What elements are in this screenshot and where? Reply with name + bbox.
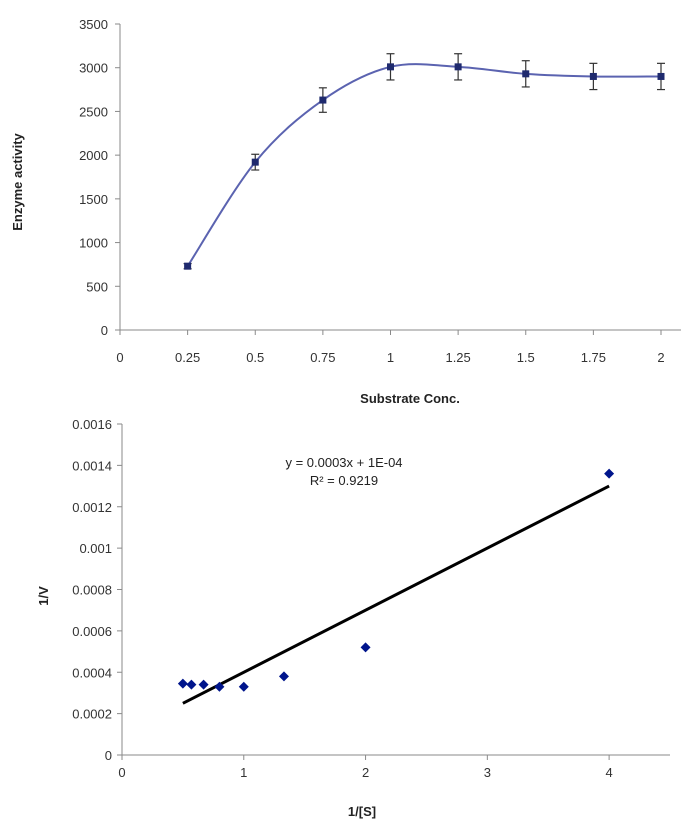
data-point	[198, 679, 209, 690]
y-tick-label: 0.0008	[72, 583, 112, 598]
y-tick-label: 0.0012	[72, 500, 112, 515]
y-tick-label: 0.0004	[72, 665, 112, 680]
data-point	[214, 681, 225, 692]
x-axis-title: 1/[S]	[348, 804, 376, 819]
x-tick-label: 0	[118, 765, 125, 780]
y-tick-label: 0.0002	[72, 707, 112, 722]
x-tick-label: 1.25	[445, 350, 470, 365]
data-point	[238, 681, 249, 692]
x-axis-title: Substrate Conc.	[360, 391, 460, 406]
data-point	[522, 70, 530, 78]
y-tick-label: 2500	[79, 104, 108, 119]
y-tick-label: 500	[86, 279, 108, 294]
y-axis-title: Enzyme activity	[10, 132, 25, 230]
y-tick-label: 0.0016	[72, 417, 112, 432]
data-point	[184, 262, 192, 270]
y-axis-title: 1/V	[36, 586, 51, 606]
data-point	[454, 63, 462, 71]
trendline-equation: y = 0.0003x + 1E-04	[285, 455, 402, 470]
y-tick-label: 1500	[79, 192, 108, 207]
x-tick-label: 3	[484, 765, 491, 780]
x-tick-label: 0.75	[310, 350, 335, 365]
y-tick-label: 0.0014	[72, 458, 112, 473]
data-point	[319, 96, 327, 104]
x-tick-label: 0.25	[175, 350, 200, 365]
x-tick-label: 2	[362, 765, 369, 780]
x-tick-label: 1.75	[581, 350, 606, 365]
data-point	[278, 671, 289, 682]
trendline-r-squared: R² = 0.9219	[310, 473, 378, 488]
x-tick-label: 1	[387, 350, 394, 365]
data-point	[177, 678, 188, 689]
data-point	[251, 158, 259, 166]
x-tick-label: 0	[116, 350, 123, 365]
x-tick-label: 4	[605, 765, 612, 780]
y-tick-label: 0.001	[79, 541, 112, 556]
x-tick-label: 1.5	[517, 350, 535, 365]
y-tick-label: 2000	[79, 148, 108, 163]
data-point	[589, 72, 597, 80]
data-point	[657, 72, 665, 80]
data-point	[387, 63, 394, 71]
enzyme-activity-chart: Enzyme activity Substrate Conc. 0 500 1000…	[10, 17, 681, 406]
y-tick-label: 3000	[79, 61, 108, 76]
y-tick-label: 0	[105, 748, 112, 763]
lineweaver-burk-chart: 1/V 1/[S] y = 0.0003x + 1E-04 R² = 0.921…	[36, 417, 670, 819]
x-tick-label: 1	[240, 765, 247, 780]
y-tick-label: 0.0006	[72, 624, 112, 639]
y-tick-label: 1000	[79, 236, 108, 251]
x-tick-label: 0.5	[246, 350, 264, 365]
data-point	[186, 679, 197, 690]
y-tick-label: 3500	[79, 17, 108, 32]
y-tick-label: 0	[101, 323, 108, 338]
trendline	[182, 484, 610, 705]
data-point	[360, 642, 371, 653]
x-tick-label: 2	[657, 350, 664, 365]
data-point	[604, 468, 615, 479]
